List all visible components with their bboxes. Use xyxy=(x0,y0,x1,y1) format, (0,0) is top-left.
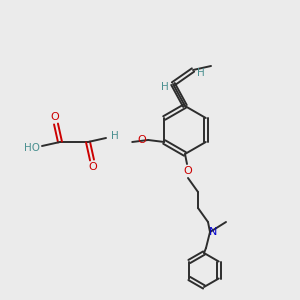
Text: H: H xyxy=(161,82,169,92)
Text: H: H xyxy=(197,68,205,78)
Text: H: H xyxy=(111,131,119,141)
Text: O: O xyxy=(138,135,147,145)
Text: O: O xyxy=(88,162,98,172)
Text: HO: HO xyxy=(24,143,40,153)
Text: O: O xyxy=(184,166,192,176)
Text: N: N xyxy=(209,227,217,237)
Text: O: O xyxy=(51,112,59,122)
